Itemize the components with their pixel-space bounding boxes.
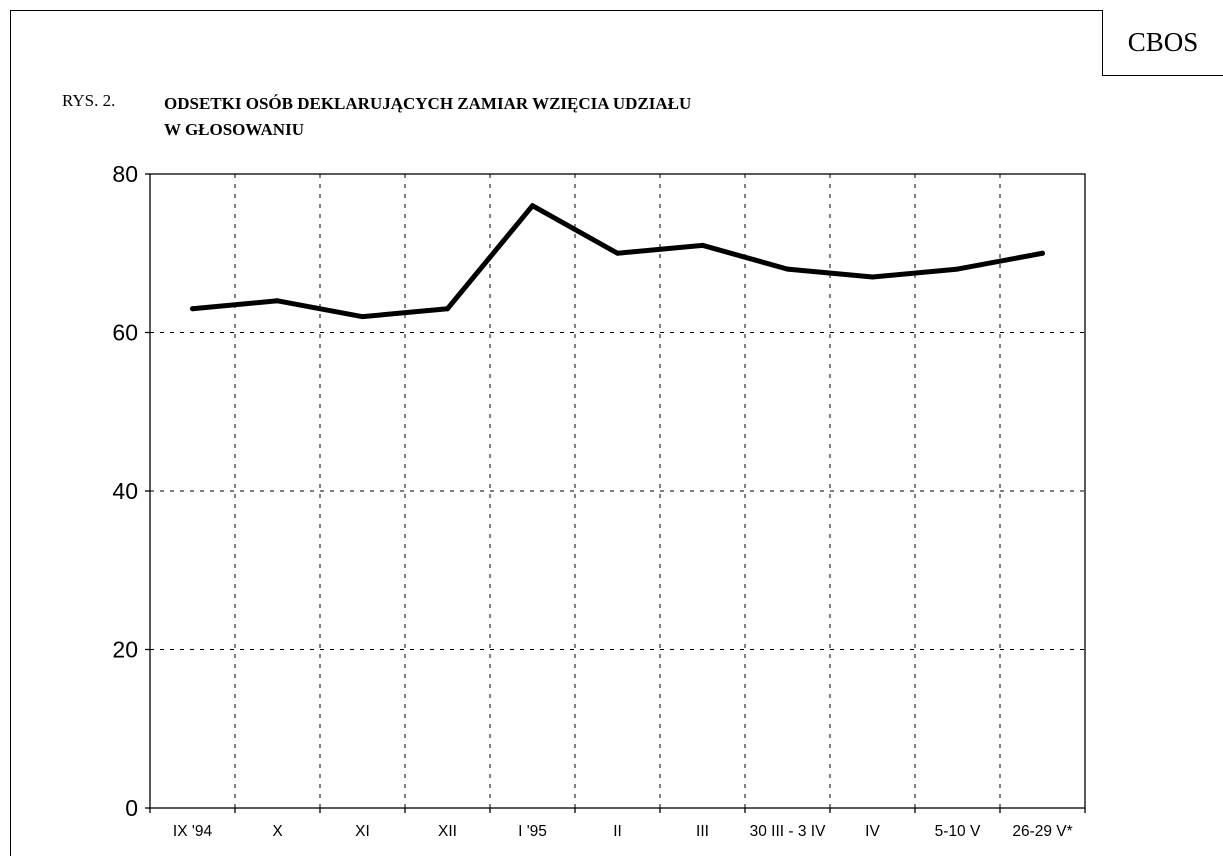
- data-point: [700, 242, 705, 248]
- page-frame: [10, 10, 1223, 856]
- data-point: [275, 298, 280, 304]
- x-tick-label: I '95: [518, 823, 547, 840]
- x-tick-label: 30 III - 3 IV: [750, 823, 826, 840]
- chart-title: ODSETKI OSÓB DEKLARUJĄCYCH ZAMIAR WZIĘCI…: [164, 91, 964, 144]
- x-tick-label: XII: [438, 823, 457, 840]
- y-tick-label: 0: [125, 795, 138, 821]
- y-tick-label: 60: [112, 320, 138, 346]
- x-tick-label: 26-29 V*: [1012, 823, 1072, 840]
- y-tick-label: 80: [112, 161, 138, 187]
- y-axis-ticks: 0 20 40 60 80: [112, 161, 150, 821]
- data-point: [445, 306, 450, 312]
- x-tick-label: X: [272, 823, 283, 840]
- series-line-1: [190, 203, 1045, 320]
- data-point: [190, 306, 195, 312]
- figure-label: RYS. 2.: [62, 91, 116, 110]
- data-point: [360, 314, 365, 320]
- x-tick-label: IX '94: [173, 823, 213, 840]
- chart-title-line-2: W GŁOSOWANIU: [164, 120, 304, 140]
- y-tick-label: 20: [112, 637, 138, 663]
- data-point: [615, 250, 620, 256]
- brand-label: CBOS: [1102, 10, 1223, 76]
- x-axis-ticks: IX '94 X XI XII I '95 II III 30 III - 3 IV IV 5-1…: [149, 808, 1086, 840]
- x-tick-label: XI: [355, 823, 370, 840]
- series-layer: [190, 203, 1045, 320]
- data-point: [870, 274, 875, 280]
- x-tick-label: II: [613, 823, 622, 840]
- data-point: [785, 266, 790, 272]
- y-tick-label: 40: [112, 478, 138, 504]
- data-point: [1040, 250, 1045, 256]
- x-tick-label: IV: [865, 823, 880, 840]
- x-tick-label: 5-10 V: [935, 823, 981, 840]
- data-point: [955, 266, 960, 272]
- data-point: [530, 203, 535, 209]
- x-tick-label: III: [696, 823, 709, 840]
- chart-title-line-1: ODSETKI OSÓB DEKLARUJĄCYCH ZAMIAR WZIĘCI…: [164, 94, 692, 113]
